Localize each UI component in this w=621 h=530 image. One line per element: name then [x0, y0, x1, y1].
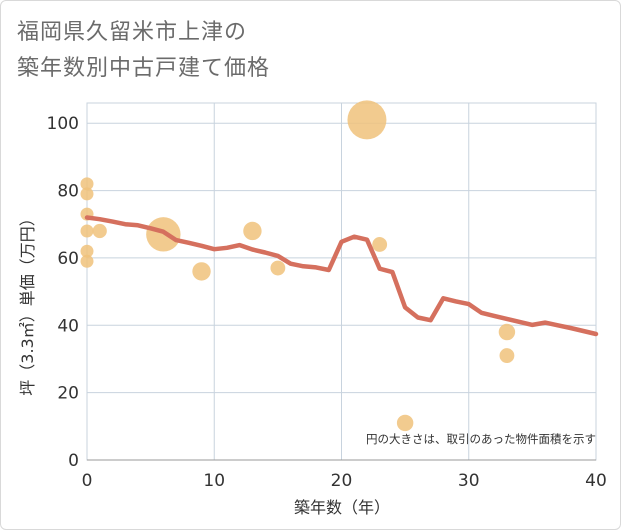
y-tick-label: 20: [57, 384, 79, 404]
x-axis-label: 築年数（年）: [294, 498, 390, 517]
data-bubble: [372, 237, 388, 252]
y-axis-label: 坪（3.3㎡）単価（万円）: [18, 210, 37, 395]
trend: [84, 215, 599, 337]
chart-title: 福岡県久留米市上津の 築年数別中古戸建て価格: [17, 15, 270, 87]
grid: [86, 102, 597, 461]
data-bubble: [80, 254, 94, 268]
y-tick-label: 40: [57, 316, 79, 336]
x-tick-label: 30: [458, 471, 480, 491]
data-bubble: [80, 244, 94, 258]
x-tick-label: 20: [331, 471, 353, 491]
bubble-size-note: 円の大きさは、取引のあった物件面積を示す: [366, 432, 596, 446]
axes: 0 10 20 30 40 0 20 40 60 80 100: [47, 114, 607, 491]
data-bubble: [192, 262, 211, 281]
x-tick-label: 0: [82, 471, 93, 491]
y-tick-label: 80: [57, 182, 79, 202]
trend-line: [84, 215, 599, 337]
data-bubble: [80, 187, 94, 201]
y-tick-label: 100: [47, 114, 79, 134]
data-bubble: [92, 223, 107, 239]
data-bubble: [80, 177, 94, 191]
data-bubble: [498, 323, 516, 341]
x-tick-label: 40: [585, 471, 607, 491]
data-bubble: [243, 221, 262, 241]
data-bubble: [396, 414, 414, 432]
data-bubble: [347, 100, 387, 140]
y-tick-label: 0: [68, 451, 79, 471]
data-bubble: [270, 260, 286, 276]
y-tick-label: 60: [57, 249, 79, 269]
data-bubble: [499, 348, 515, 364]
data-bubble: [80, 224, 94, 238]
x-tick-label: 10: [203, 471, 225, 491]
chart-title-line2: 築年数別中古戸建て価格: [17, 56, 271, 81]
chart-title-line1: 福岡県久留米市上津の: [17, 20, 248, 45]
